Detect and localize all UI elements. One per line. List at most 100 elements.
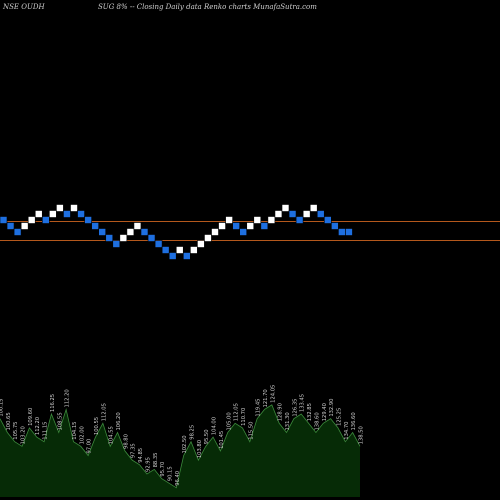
renko-brick-down (183, 252, 191, 260)
renko-brick-up (204, 234, 212, 242)
renko-brick-down (98, 228, 106, 236)
renko-brick-down (0, 216, 8, 224)
renko-brick-down (6, 222, 15, 230)
volume-value-label: 95.70 (160, 462, 166, 477)
renko-brick-down (13, 228, 22, 236)
volume-value-label: 132.85 (307, 403, 313, 421)
volume-value-label: 98.25 (190, 425, 196, 440)
renko-brick-up (133, 222, 142, 230)
renko-brick-up (175, 246, 184, 254)
renko-brick-up (34, 210, 43, 218)
volume-value-label: 97.35 (131, 443, 137, 458)
volume-value-label: 116.25 (50, 394, 56, 412)
volume-value-label: 119.45 (256, 399, 262, 417)
renko-brick-down (345, 228, 353, 236)
renko-brick-down (168, 252, 177, 260)
renko-brick-down (295, 216, 304, 224)
renko-brick-up (49, 210, 57, 218)
renko-brick-up (56, 204, 64, 212)
renko-brick-down (288, 210, 297, 218)
volume-value-label: 125.25 (336, 408, 342, 426)
renko-brick-down (239, 228, 247, 236)
volume-value-label: 112.05 (101, 403, 107, 421)
volume-value-label: 112.20 (35, 417, 41, 435)
renko-brick-up (197, 240, 205, 248)
volume-value-label: 92.95 (145, 457, 151, 472)
symbol-label: NSE OUDH (3, 3, 45, 11)
renko-brick-up (225, 216, 233, 224)
renko-brick-down (77, 210, 85, 218)
renko-brick-up (20, 222, 29, 230)
renko-brick-up (253, 216, 262, 224)
volume-value-label: 105.00 (226, 412, 232, 430)
volume-value-label: 126.35 (292, 399, 298, 417)
volume-value-label: 121.70 (263, 389, 269, 407)
volume-value-label: 132.90 (329, 399, 335, 417)
volume-value-label: 133.45 (300, 394, 306, 412)
volume-value-label: 94.85 (138, 448, 144, 463)
renko-brick-up (274, 210, 283, 218)
renko-brick-up (119, 234, 128, 242)
volume-value-label: 131.30 (285, 412, 291, 430)
volume-value-label: 88.35 (153, 453, 159, 468)
renko-brick-down (105, 234, 114, 242)
renko-brick-down (112, 240, 121, 248)
volume-value-label: 96.40 (175, 471, 181, 486)
renko-brick-down (331, 222, 339, 230)
volume-value-label: 138.50 (359, 426, 365, 444)
volume-value-label: 102.50 (182, 435, 188, 453)
volume-value-label: 100.15 (0, 399, 5, 417)
volume-value-label: 101.45 (219, 431, 225, 449)
volume-value-label: 106.20 (116, 412, 122, 430)
renko-brick-down (63, 210, 71, 218)
volume-value-label: 104.15 (72, 422, 78, 440)
renko-brick-down (323, 216, 332, 224)
renko-brick-up (190, 246, 198, 254)
volume-value-label: 115.50 (248, 422, 254, 440)
volume-value-label: 100.55 (94, 417, 100, 435)
volume-line (0, 404, 361, 489)
volume-value-label: 112.20 (65, 389, 71, 407)
volume-value-label: 110.70 (241, 408, 247, 426)
reference-lines (0, 221, 500, 241)
volume-value-label: 136.60 (351, 412, 357, 430)
renko-brick-down (338, 228, 346, 236)
renko-brick-up (27, 216, 36, 224)
renko-brick-down (154, 240, 163, 248)
volume-value-label: 90.15 (167, 466, 173, 481)
renko-brick-up (218, 222, 226, 230)
volume-value-label: 103.20 (21, 426, 27, 444)
renko-brick-down (91, 222, 99, 230)
renko-brick-down (84, 216, 92, 224)
volume-value-label: 97.00 (87, 439, 93, 454)
volume-area (0, 404, 360, 497)
renko-brick-up (302, 210, 311, 218)
volume-value-label: 128.90 (278, 403, 284, 421)
renko-bricks (0, 204, 353, 260)
volume-value-label: 95.50 (204, 429, 210, 444)
volume-value-label: 98.80 (123, 434, 129, 449)
renko-brick-up (281, 204, 290, 212)
volume-value-label: 134.70 (344, 422, 350, 440)
renko-brick-up (211, 228, 219, 236)
volume-value-label: 104.00 (212, 417, 218, 435)
renko-brick-up (246, 222, 255, 230)
volume-value-label: 103.80 (197, 440, 203, 458)
volume-value-label: 129.40 (322, 403, 328, 421)
renko-brick-down (316, 210, 325, 218)
renko-brick-down (41, 216, 50, 224)
volume-value-label: 138.60 (314, 412, 320, 430)
renko-brick-up (126, 228, 135, 236)
volume-panel (0, 404, 361, 497)
renko-brick-down (161, 246, 170, 254)
renko-brick-down (147, 234, 156, 242)
volume-value-label: 111.15 (43, 422, 49, 440)
renko-brick-down (232, 222, 240, 230)
volume-value-label: 124.05 (270, 385, 276, 403)
volume-value-label: 112.05 (234, 403, 240, 421)
renko-brick-up (309, 204, 318, 212)
volume-value-label: 100.65 (6, 412, 12, 430)
